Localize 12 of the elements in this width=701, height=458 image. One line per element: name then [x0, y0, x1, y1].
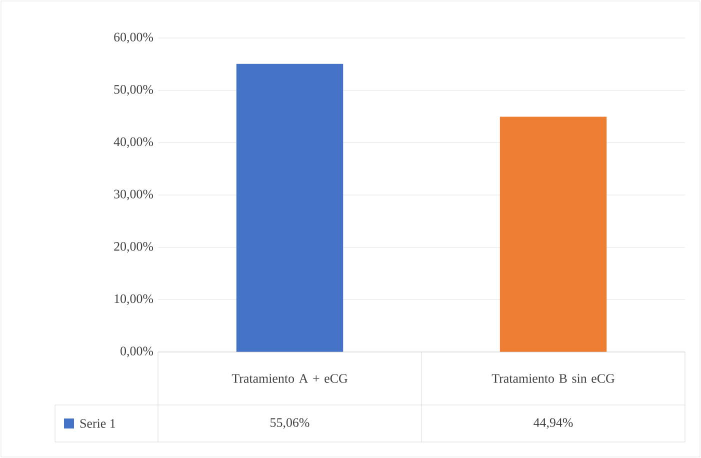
legend-label: Serie 1: [80, 419, 116, 428]
y-tick-label: 0,00%: [120, 346, 154, 358]
y-tick-label: 30,00%: [114, 190, 154, 200]
y-tick-label: 20,00%: [114, 242, 154, 253]
y-tick-label: 10,00%: [114, 294, 154, 305]
y-tick-label: 50,00%: [114, 85, 154, 96]
data-label: 55,06%: [270, 418, 310, 429]
x-tick-label: Tratamiento B sin eCG: [492, 374, 614, 383]
data-label: 44,94%: [534, 418, 573, 429]
x-tick-label: Tratamiento A + eCG: [232, 374, 348, 383]
y-tick-label: 60,00%: [114, 32, 154, 44]
y-tick-label: 40,00%: [114, 137, 154, 148]
